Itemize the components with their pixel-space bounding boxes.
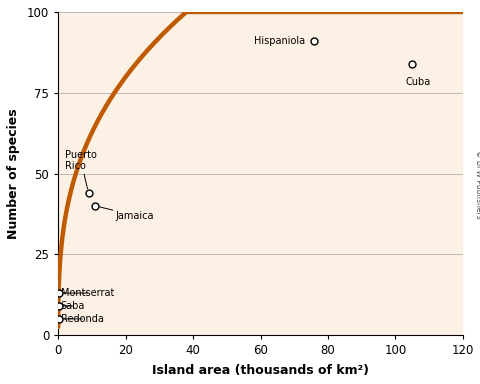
Text: Jamaica: Jamaica [99,207,154,220]
Text: Montserrat: Montserrat [61,288,114,298]
Text: Cuba: Cuba [405,76,430,86]
Text: Saba: Saba [61,301,85,311]
Y-axis label: Number of species: Number of species [7,108,20,239]
Text: Hispaniola: Hispaniola [253,36,304,46]
Text: © BFW Publishers: © BFW Publishers [473,150,480,219]
Text: Redonda: Redonda [61,314,104,324]
Text: Puerto
Rico: Puerto Rico [65,150,96,189]
X-axis label: Island area (thousands of km²): Island area (thousands of km²) [152,364,368,377]
